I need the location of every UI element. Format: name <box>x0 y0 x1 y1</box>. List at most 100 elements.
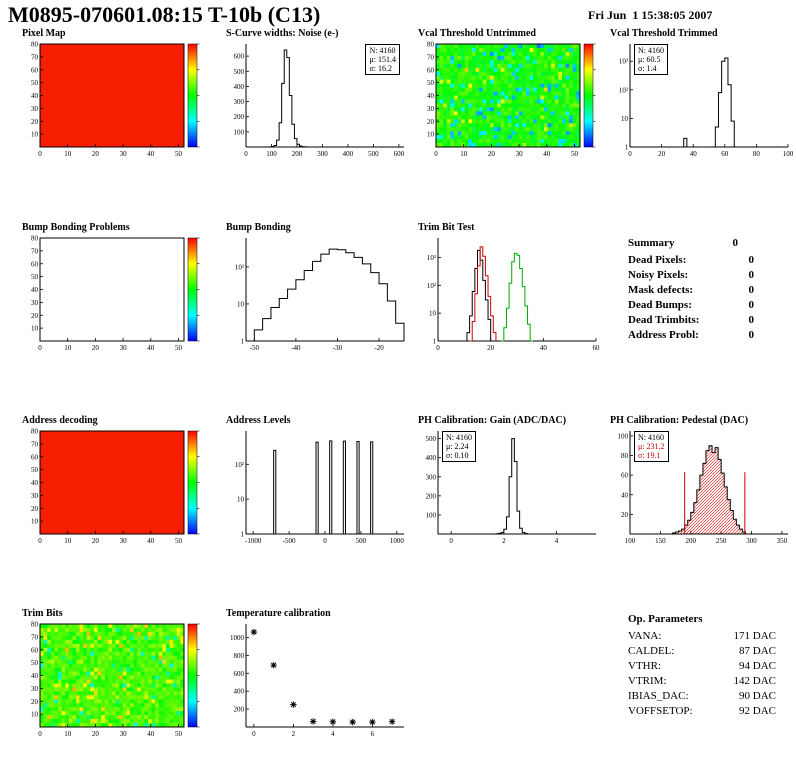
svg-text:10: 10 <box>64 150 72 158</box>
page-title: M0895-070601.08:15 T-10b (C13) <box>8 2 321 27</box>
svg-text:20: 20 <box>31 505 39 513</box>
svg-text:50: 50 <box>175 150 183 158</box>
svg-text:20: 20 <box>92 730 100 738</box>
svg-text:50: 50 <box>175 730 183 738</box>
svg-text:400: 400 <box>343 150 354 158</box>
op-parameter-row-label: IBIAS_DAC: <box>628 690 689 702</box>
summary-row-value: 0 <box>748 269 755 281</box>
summary-row-label: Dead Trimbits: <box>628 314 700 326</box>
stats-box: N: 4160 μ: 151.4 σ: 16.2 <box>365 44 400 75</box>
svg-text:20: 20 <box>658 150 666 158</box>
svg-text:50: 50 <box>31 79 39 87</box>
svg-text:0: 0 <box>434 150 438 158</box>
address-levels-chart: -1000 -500 0 500 1000 1 10 10² <box>235 431 404 545</box>
svg-text:10: 10 <box>64 730 72 738</box>
svg-text:40: 40 <box>427 92 435 100</box>
scurve-noise-chart: 0 100 200 300 400 500 600 100 200 300 400 500 600 <box>234 44 405 158</box>
plot-title: Vcal Threshold Trimmed <box>610 28 718 39</box>
svg-text:10: 10 <box>31 325 39 333</box>
summary-row-value: 0 <box>748 329 755 341</box>
svg-text:60: 60 <box>31 646 39 654</box>
stats-line: N: 4160 <box>369 46 396 55</box>
svg-text:1: 1 <box>433 338 437 346</box>
summary-row: Dead Trimbits: 0 <box>628 313 754 328</box>
stats-line: σ: 16.2 <box>369 64 393 73</box>
svg-text:80: 80 <box>31 428 39 436</box>
bump-problems-chart: 0 10 20 30 40 50 10 20 30 40 50 60 70 80 <box>31 235 200 352</box>
svg-text:20: 20 <box>31 698 39 706</box>
svg-text:20: 20 <box>92 537 100 545</box>
op-parameter-row: IBIAS_DAC: 90 DAC <box>628 689 776 704</box>
svg-text:0: 0 <box>38 537 42 545</box>
svg-text:200: 200 <box>686 537 697 545</box>
svg-text:0: 0 <box>38 344 42 352</box>
summary-row-value: 0 <box>748 314 755 326</box>
summary-block: Summary 0 Dead Pixels: 0 Noisy Pixels: 0 Mas… <box>628 236 778 343</box>
stats-line: σ: 1.4 <box>638 64 657 73</box>
summary-row: Dead Pixels: 0 <box>628 253 754 268</box>
svg-text:30: 30 <box>120 730 128 738</box>
svg-text:800: 800 <box>234 652 245 660</box>
svg-text:500: 500 <box>426 435 437 443</box>
ph-gain-chart: 0 2 4 100 200 300 400 500 <box>426 431 596 545</box>
svg-text:10: 10 <box>31 518 39 526</box>
plot-pixel-map: Pixel Map 0 10 20 30 40 50 10 20 30 40 50 60 70 80 <box>16 28 208 160</box>
summary-row-label: Dead Bumps: <box>628 299 692 311</box>
svg-text:80: 80 <box>31 41 39 49</box>
svg-text:70: 70 <box>31 633 39 641</box>
svg-text:50: 50 <box>175 344 183 352</box>
trim-bits-chart: 0 10 20 30 40 50 10 20 30 40 50 60 70 80 <box>31 621 200 738</box>
svg-text:10³: 10³ <box>619 58 628 66</box>
stats-line: σ: 0.10 <box>446 451 469 460</box>
svg-text:20: 20 <box>427 118 435 126</box>
op-parameter-rows: VANA: 171 DAC CALDEL: 87 DAC VTHR: 94 DAC VTRI… <box>628 629 778 719</box>
plot-ph-pedestal: PH Calibration: Pedestal (DAC) 100 150 200… <box>604 415 796 547</box>
summary-heading-value: 0 <box>732 237 739 249</box>
temperature-calibration-chart: 0 2 4 6 200 400 600 800 1000 <box>230 624 404 738</box>
plot-address-levels: Address Levels -1000 -500 0 500 1000 1 10 10² <box>220 415 412 547</box>
svg-text:400: 400 <box>234 83 245 91</box>
plot-ph-gain: PH Calibration: Gain (ADC/DAC) 0 2 4 100 200… <box>412 415 604 547</box>
svg-text:10: 10 <box>429 310 437 318</box>
stats-line: μ: 60.5 <box>638 55 661 64</box>
svg-text:500: 500 <box>234 68 245 76</box>
svg-text:30: 30 <box>516 150 524 158</box>
op-parameter-row-value: 94 DAC <box>739 660 776 672</box>
svg-text:80: 80 <box>427 41 435 49</box>
op-parameter-row-value: 92 DAC <box>739 705 776 717</box>
svg-text:1000: 1000 <box>230 634 245 642</box>
svg-text:10²: 10² <box>235 263 244 271</box>
svg-text:80: 80 <box>31 621 39 629</box>
svg-text:100: 100 <box>426 511 437 519</box>
svg-text:-40: -40 <box>291 344 301 352</box>
vcal-untrimmed-chart: 0 10 20 30 40 50 10 20 30 40 50 60 70 80 <box>427 41 596 158</box>
op-parameter-row-value: 87 DAC <box>739 645 776 657</box>
svg-text:4: 4 <box>331 730 335 738</box>
svg-text:40: 40 <box>540 344 548 352</box>
svg-text:6: 6 <box>371 730 375 738</box>
summary-row: Mask defects: 0 <box>628 283 754 298</box>
svg-text:40: 40 <box>147 150 155 158</box>
op-parameters-heading-label: Op. Parameters <box>628 613 703 625</box>
svg-text:-30: -30 <box>333 344 343 352</box>
svg-text:100: 100 <box>266 150 277 158</box>
summary-row-label: Dead Pixels: <box>628 254 687 266</box>
svg-text:10: 10 <box>427 131 435 139</box>
summary-row-value: 0 <box>748 254 755 266</box>
stats-line: μ: 151.4 <box>369 55 396 64</box>
stats-line: μ: 2.24 <box>446 442 469 451</box>
svg-text:50: 50 <box>175 537 183 545</box>
svg-text:200: 200 <box>426 492 437 500</box>
svg-text:60: 60 <box>593 344 601 352</box>
svg-text:600: 600 <box>234 670 245 678</box>
svg-text:40: 40 <box>621 491 629 499</box>
svg-text:0: 0 <box>252 730 256 738</box>
svg-text:20: 20 <box>31 312 39 320</box>
summary-row-value: 0 <box>748 284 755 296</box>
svg-text:30: 30 <box>120 537 128 545</box>
svg-text:60: 60 <box>31 66 39 74</box>
svg-text:10³: 10³ <box>427 254 436 262</box>
svg-text:80: 80 <box>753 150 761 158</box>
svg-text:0: 0 <box>38 150 42 158</box>
summary-row-label: Noisy Pixels: <box>628 269 689 281</box>
